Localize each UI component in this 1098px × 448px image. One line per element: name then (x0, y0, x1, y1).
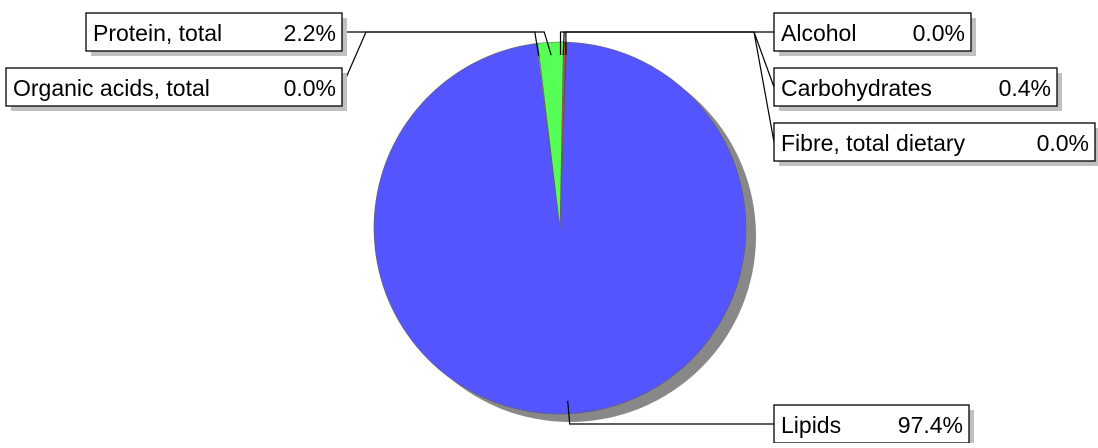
label-box-protein-total (85, 12, 343, 52)
label-value-alcohol: 0.0% (913, 20, 965, 46)
leader-line-protein-total (342, 31, 552, 56)
label-name-protein-total: Protein, total (93, 20, 222, 46)
label-value-lipids: 97.4% (898, 412, 963, 438)
label-value-fibre-total-dietary: 0.0% (1037, 130, 1089, 156)
label-box-carbohydrates (773, 67, 1058, 107)
label-name-alcohol: Alcohol (781, 20, 856, 46)
label-value-protein-total: 2.2% (284, 20, 336, 46)
label-box-alcohol (773, 12, 972, 52)
label-value-carbohydrates: 0.4% (999, 75, 1051, 101)
callout-labels-layer: Alcohol 0.0% Carbohydrates 0.4% Fibre, total… (5, 12, 1098, 448)
label-name-organic-acids-total: Organic acids, total (13, 75, 210, 101)
leader-line-fibre-total-dietary (565, 31, 775, 143)
label-name-lipids: Lipids (781, 412, 841, 438)
leader-line-lipids (567, 400, 774, 425)
label-box-lipids (773, 404, 970, 444)
label-name-fibre-total-dietary: Fibre, total dietary (781, 130, 966, 156)
label-name-carbohydrates: Carbohydrates (781, 75, 932, 101)
label-value-organic-acids-total: 0.0% (284, 75, 336, 101)
leader-lines-layer (341, 31, 775, 425)
label-box-organic-acids-total (5, 67, 343, 107)
label-box-fibre-total-dietary (773, 122, 1096, 162)
pie-slices-layer (373, 41, 747, 415)
slice-lipids (373, 41, 747, 415)
